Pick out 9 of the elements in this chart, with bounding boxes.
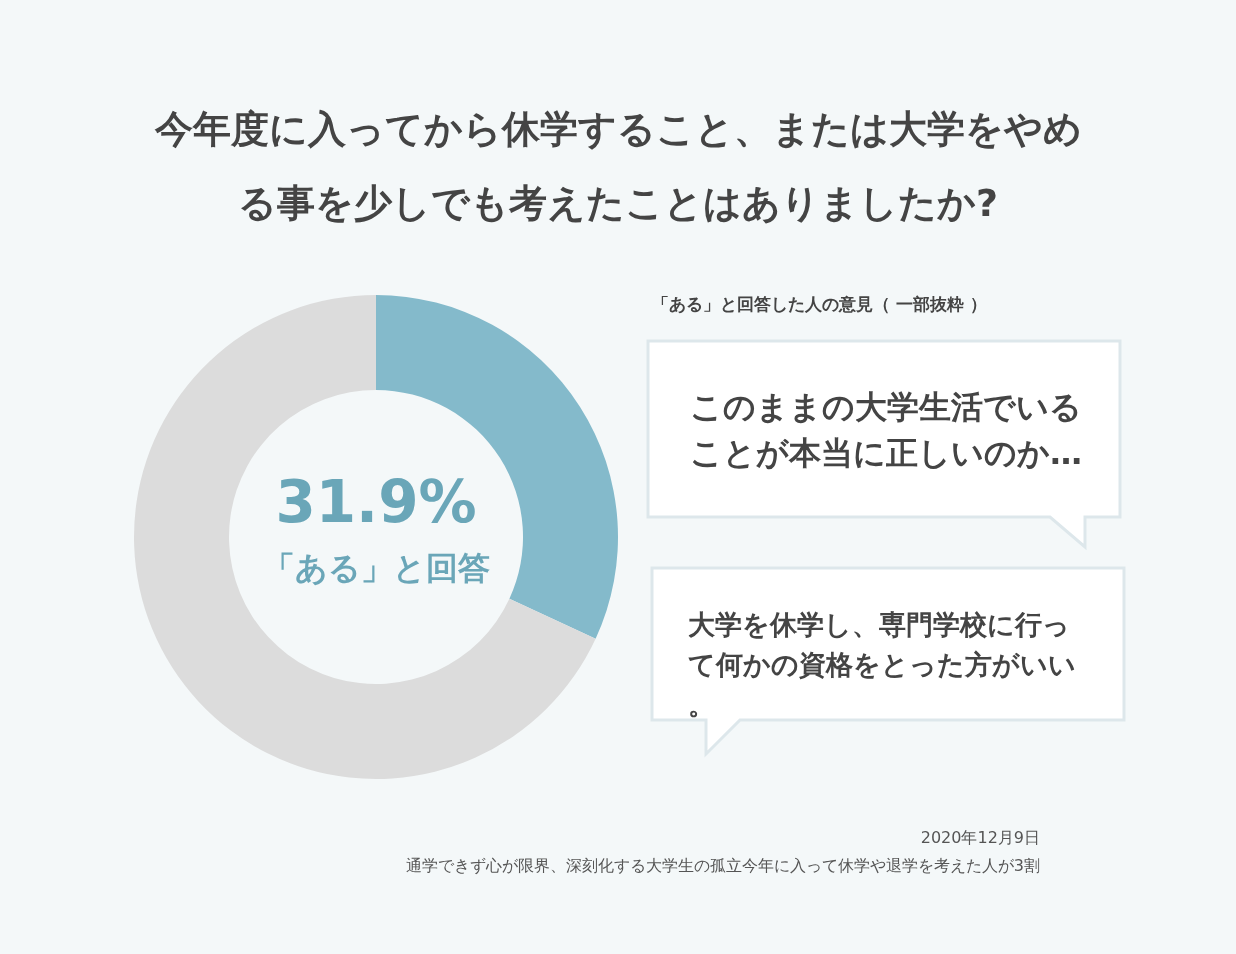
donut-slice (134, 295, 596, 779)
data-label: 31.9% (275, 468, 477, 536)
text: 2020年12月9日 (920, 828, 1040, 847)
text: 大学を休学し、専門学校に行って何かの資格をとった方がいい。 (688, 609, 1076, 720)
text: 「ある」と回答した人の意見（ 一部抜粋 ） (652, 294, 987, 314)
text: 通学できず心が限界、深刻化する大学生の孤立今年に入って休学や退学を考えた人が3割 (405, 856, 1040, 875)
slice-label: 「ある」と回答 (262, 549, 490, 587)
chart-title: 今年度に入ってから休学すること、または大学をやめる事を少しでも考えたことはありましたか? (153, 107, 1082, 225)
text: このままの大学生活でいることが本当に正しいのか… (690, 388, 1082, 472)
